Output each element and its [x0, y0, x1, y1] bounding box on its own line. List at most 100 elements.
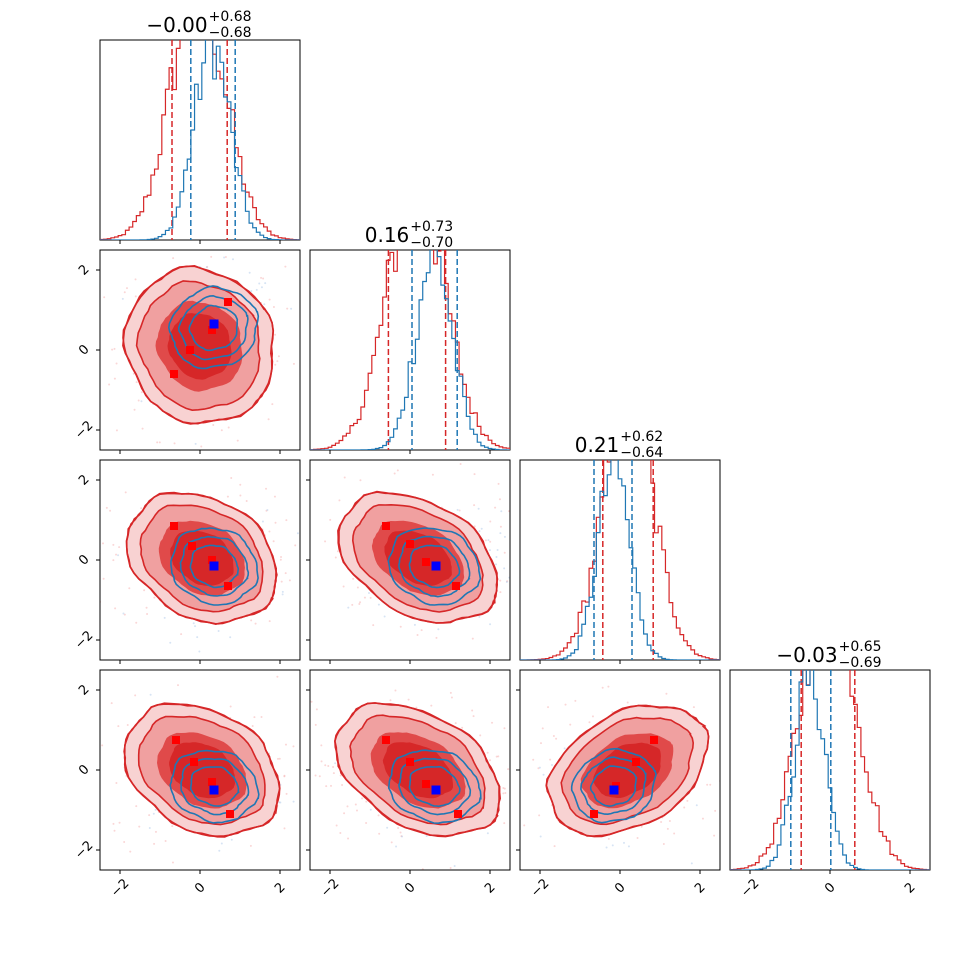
scatter-point-a — [283, 827, 286, 830]
scatter-point-a — [435, 636, 438, 639]
scatter-point-a — [146, 612, 149, 615]
scatter-point-b — [437, 628, 440, 631]
marker-a — [186, 346, 194, 354]
scatter-point-b — [500, 510, 503, 513]
scatter-point-a — [124, 491, 127, 494]
scatter-point-a — [307, 762, 309, 764]
scatter-point-a — [397, 826, 400, 829]
scatter-point-a — [394, 689, 397, 692]
scatter-point-b — [292, 800, 295, 803]
scatter-point-a — [295, 559, 297, 561]
scatter-point-a — [739, 784, 741, 786]
scatter-point-a — [141, 427, 144, 430]
scatter-point-a — [171, 861, 174, 864]
scatter-point-a — [143, 589, 146, 592]
scatter-point-a — [338, 499, 341, 502]
scatter-point-a — [276, 360, 279, 363]
scatter-point-b — [223, 256, 226, 259]
scatter-point-a — [253, 716, 256, 719]
scatter-point-a — [743, 701, 745, 703]
scatter-point-b — [453, 864, 456, 867]
scatter-point-a — [415, 706, 418, 709]
scatter-point-a — [181, 196, 183, 198]
scatter-point-a — [331, 797, 333, 799]
scatter-point-a — [134, 694, 137, 697]
scatter-point-a — [68, 549, 70, 551]
scatter-point-a — [320, 760, 323, 763]
marker-b — [209, 319, 219, 329]
scatter-point-a — [486, 751, 489, 754]
scatter-point-b — [281, 593, 284, 596]
scatter-point-a — [449, 867, 452, 870]
scatter-point-a — [301, 806, 303, 808]
scatter-point-a — [148, 814, 151, 817]
contour-a-outline — [337, 490, 499, 624]
scatter-point-a — [260, 276, 263, 279]
scatter-point-a — [302, 523, 304, 525]
scatter-point-b — [488, 549, 491, 552]
scatter-point-a — [272, 540, 275, 543]
scatter-point-a — [220, 429, 223, 432]
scatter-point-b — [117, 554, 120, 557]
contour-a-outline — [123, 702, 281, 838]
scatter-point-b — [495, 555, 498, 558]
scatter-point-a — [297, 587, 299, 589]
scatter-point-b — [93, 561, 95, 563]
scatter-point-b — [486, 832, 489, 835]
scatter-point-b — [263, 303, 266, 306]
scatter-point-a — [82, 520, 84, 522]
marker-a — [406, 758, 414, 766]
scatter-point-a — [126, 724, 129, 727]
scatter-point-b — [266, 508, 269, 511]
scatter-point-b — [192, 622, 195, 625]
x-tick-label: 2 — [692, 880, 708, 896]
scatter-point-a — [173, 442, 176, 445]
scatter-point-a — [420, 629, 423, 632]
scatter-point-a — [636, 836, 639, 839]
scatter-point-b — [627, 845, 630, 848]
scatter-point-a — [113, 829, 116, 832]
scatter-point-a — [125, 287, 128, 290]
marker-a — [590, 810, 598, 818]
scatter-point-a — [361, 797, 364, 800]
marker-b — [609, 785, 619, 795]
scatter-point-a — [200, 445, 203, 448]
scatter-point-a — [356, 586, 359, 589]
scatter-point-a — [212, 424, 215, 427]
scatter-point-a — [454, 722, 457, 725]
scatter-point-a — [591, 715, 594, 718]
scatter-point-b — [169, 641, 172, 644]
scatter-point-a — [138, 825, 141, 828]
scatter-point-a — [284, 743, 287, 746]
scatter-point-a — [265, 487, 268, 490]
scatter-point-a — [494, 506, 497, 509]
contour-b — [589, 765, 638, 808]
scatter-point-a — [352, 577, 355, 580]
y-tick-label: 0 — [76, 342, 92, 358]
scatter-point-a — [132, 372, 135, 375]
scatter-point-a — [53, 292, 55, 294]
marker-a — [208, 556, 216, 564]
scatter-point-a — [416, 634, 419, 637]
scatter-point-a — [450, 696, 453, 699]
scatter-point-b — [258, 282, 261, 285]
scatter-point-a — [726, 788, 728, 790]
scatter-point-a — [128, 587, 131, 590]
scatter-point-a — [295, 746, 297, 748]
y-tick-label: −2 — [72, 838, 96, 862]
scatter-point-a — [272, 306, 275, 309]
scatter-point-a — [686, 799, 689, 802]
scatter-point-a — [206, 265, 209, 268]
scatter-point-a — [709, 783, 712, 786]
scatter-point-a — [449, 691, 452, 694]
scatter-point-a — [260, 716, 263, 719]
scatter-point-a — [210, 255, 213, 258]
contour-b — [179, 535, 250, 597]
scatter-point-a — [666, 827, 669, 830]
scatter-point-a — [123, 613, 126, 616]
scatter-point-a — [230, 477, 233, 480]
x-tick-label: −2 — [738, 876, 762, 900]
scatter-point-a — [607, 837, 610, 840]
scatter-point-a — [377, 814, 380, 817]
